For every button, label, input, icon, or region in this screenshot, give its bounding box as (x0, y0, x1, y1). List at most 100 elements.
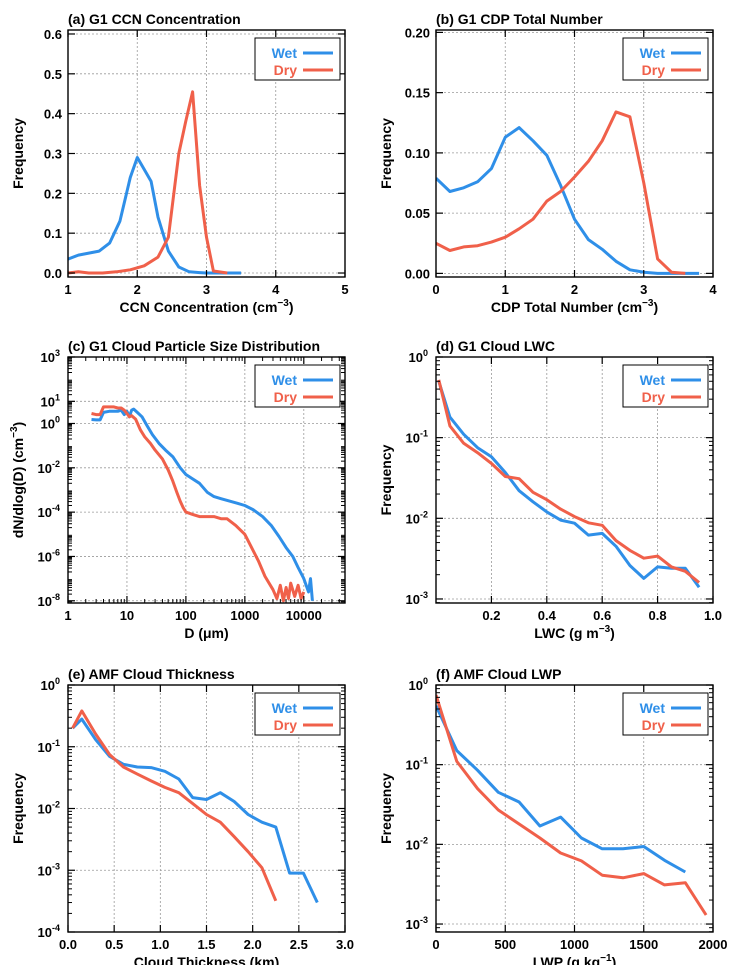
x-tick-label: 2 (134, 282, 141, 297)
y-tick-base: 10 (38, 505, 52, 520)
series-line-wet (91, 407, 314, 601)
y-axis-label-main: Frequency (10, 773, 26, 844)
x-axis-label-main: LWC (g m (534, 625, 599, 641)
x-tick-label: 2 (571, 282, 578, 297)
legend-label-wet: Wet (272, 45, 298, 61)
y-tick-exponent: -2 (420, 509, 428, 519)
y-tick-base: 10 (406, 758, 420, 773)
x-tick-label: 500 (494, 937, 516, 952)
x-axis-label-main: LWP (g kg (533, 954, 600, 965)
y-tick-label: 0.00 (405, 266, 430, 281)
y-tick-exponent: 0 (423, 348, 428, 358)
x-tick-label: 0.4 (538, 608, 557, 623)
x-tick-label: 4 (272, 282, 280, 297)
chart-title: (b) G1 CDP Total Number (436, 11, 603, 27)
x-tick-label: 100 (175, 608, 197, 623)
x-axis-label-tail: ) (610, 625, 615, 641)
y-tick-base: 10 (406, 917, 420, 932)
x-tick-label: 2.0 (244, 937, 262, 952)
x-tick-label: 0 (432, 282, 439, 297)
y-tick-base: 10 (406, 511, 420, 526)
legend-box (622, 37, 709, 81)
x-tick-label: 1000 (560, 937, 589, 952)
y-tick-exponent: -1 (420, 429, 428, 439)
x-axis-label-tail: ) (653, 299, 658, 315)
y-tick-exponent: -4 (52, 503, 60, 513)
chart-title: (f) AMF Cloud LWP (436, 666, 561, 682)
y-tick-label: 10-2 (38, 800, 60, 817)
y-tick-exponent: -3 (420, 915, 428, 925)
x-tick-label: 5 (341, 282, 348, 297)
y-tick-base: 10 (406, 592, 420, 607)
y-tick-base: 10 (406, 431, 420, 446)
x-tick-label: 1 (502, 282, 509, 297)
panel-c: 1 10 100 1000 1000010-810-610-410-2100101103… (9, 338, 346, 641)
y-tick-base: 10 (38, 594, 52, 609)
x-tick-label: 4 (709, 282, 717, 297)
y-tick-exponent: -2 (52, 800, 60, 810)
y-tick-label: 10-1 (406, 429, 428, 446)
y-tick-label: 0.05 (405, 206, 430, 221)
y-tick-base: 10 (409, 678, 423, 693)
grid-e (68, 685, 345, 932)
y-tick-label: 10-2 (38, 459, 60, 476)
series-line-dry (91, 405, 306, 603)
x-tick-label: 0.2 (482, 608, 500, 623)
y-tick-exponent: -1 (420, 756, 428, 766)
x-tick-label: 0.6 (593, 608, 611, 623)
x-tick-label: 3 (640, 282, 647, 297)
y-axis-label-tail: ) (10, 422, 26, 427)
x-axis-label: CCN Concentration (cm−3) (120, 298, 294, 315)
x-axis-label: CDP Total Number (cm−3) (491, 298, 658, 315)
y-axis-label-main: Frequency (378, 118, 394, 189)
x-axis-label: LWC (g m−3) (534, 624, 615, 641)
legend-box (622, 364, 709, 408)
y-tick-label: 10-2 (406, 835, 428, 852)
x-tick-label: 0.0 (59, 937, 77, 952)
y-tick-base: 10 (41, 678, 55, 693)
y-tick-exponent: -2 (420, 835, 428, 845)
chart-title: (a) G1 CCN Concentration (68, 11, 241, 27)
x-axis-label: D (μm) (184, 625, 228, 641)
series-line-dry (437, 379, 701, 584)
y-tick-label: 10-4 (38, 503, 60, 520)
x-axis-label-sup: −3 (277, 298, 289, 309)
legend-label-wet: Wet (640, 700, 666, 716)
y-tick-label: 0.1 (44, 226, 62, 241)
x-axis-label-main: CCN Concentration (cm (120, 299, 278, 315)
x-axis-label-tail: ) (612, 954, 617, 965)
y-axis-label: dN/dlog(D) (cm−3) (9, 422, 26, 538)
y-tick-base: 10 (38, 461, 52, 476)
legend-label-dry: Dry (274, 389, 298, 405)
y-tick-exponent: 0 (423, 676, 428, 686)
y-tick-base: 10 (38, 802, 52, 817)
legend-label-dry: Dry (642, 62, 666, 78)
y-axis-label-main: dN/dlog(D) (cm (10, 438, 26, 538)
y-tick-label: 0.2 (44, 186, 62, 201)
y-tick-exponent: -3 (420, 590, 428, 600)
series-line-wet (436, 705, 687, 874)
y-tick-label: 100 (409, 676, 428, 693)
x-axis-label-sup: −1 (600, 953, 612, 964)
y-tick-exponent: -6 (52, 547, 60, 557)
y-tick-label: 100 (41, 676, 60, 693)
x-axis-label: Cloud Thickness (km) (134, 954, 279, 965)
plot-frame-c (67, 356, 346, 604)
y-tick-exponent: -1 (52, 738, 60, 748)
y-tick-label: 103 (41, 348, 60, 365)
y-tick-label: 10-3 (406, 915, 428, 932)
y-tick-exponent: 3 (55, 348, 60, 358)
y-tick-exponent: -3 (52, 861, 60, 871)
y-tick-label: 10-3 (406, 590, 428, 607)
y-tick-exponent: 0 (55, 676, 60, 686)
chart-title: (d) G1 Cloud LWC (436, 338, 555, 354)
y-tick-base: 10 (41, 416, 55, 431)
x-axis-label-main: D (μm) (184, 625, 228, 641)
x-axis-label-tail: ) (289, 299, 294, 315)
legend-box (254, 364, 341, 408)
